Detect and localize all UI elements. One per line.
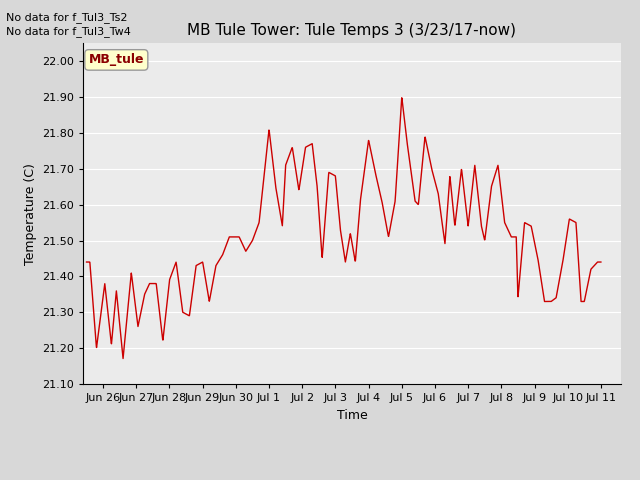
Y-axis label: Temperature (C): Temperature (C) xyxy=(24,163,36,264)
Text: No data for f_Tul3_Ts2: No data for f_Tul3_Ts2 xyxy=(6,12,128,23)
Text: No data for f_Tul3_Tw4: No data for f_Tul3_Tw4 xyxy=(6,26,131,37)
X-axis label: Time: Time xyxy=(337,408,367,421)
Title: MB Tule Tower: Tule Temps 3 (3/23/17-now): MB Tule Tower: Tule Temps 3 (3/23/17-now… xyxy=(188,23,516,38)
Text: MB_tule: MB_tule xyxy=(88,53,144,66)
